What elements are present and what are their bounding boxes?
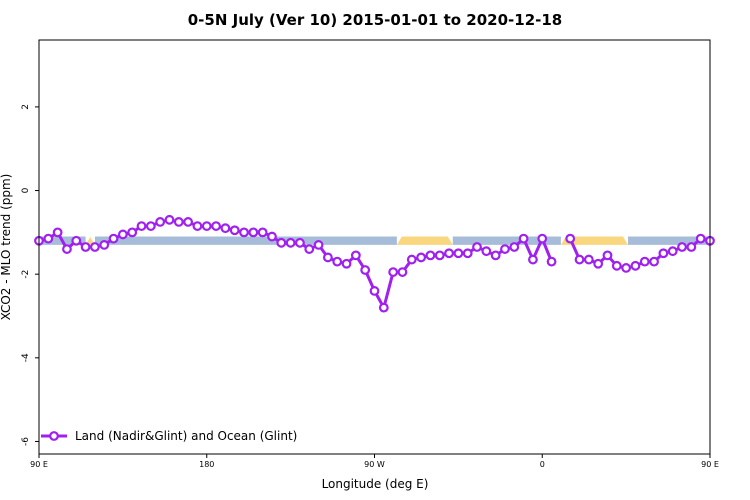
surface-band: [39, 236, 710, 245]
data-point: [621, 263, 632, 273]
data-point: [304, 244, 315, 254]
y-tick-label: 0: [21, 187, 31, 193]
chart-title: 0-5N July (Ver 10) 2015-01-01 to 2020-12…: [188, 11, 562, 29]
plot-frame: [38, 39, 711, 455]
data-point: [248, 227, 259, 238]
data-point: [602, 250, 613, 261]
data-point: [509, 242, 520, 252]
data-point: [220, 223, 231, 234]
band-segment-ocean: [94, 236, 397, 245]
data-point: [136, 221, 147, 231]
data-point: [574, 254, 585, 265]
x-tick-label: 90 E: [30, 460, 48, 469]
data-point: [593, 258, 604, 269]
data-point: [360, 265, 371, 275]
data-point: [80, 242, 91, 252]
data-point: [500, 244, 510, 254]
data-point: [117, 229, 128, 240]
data-point: [528, 254, 538, 265]
data-point: [658, 248, 669, 259]
data-point: [52, 227, 63, 238]
series-line: [38, 218, 553, 310]
data-point: [397, 267, 408, 277]
data-point: [611, 260, 622, 271]
data-point: [416, 252, 426, 263]
data-point: [649, 256, 659, 267]
data-point: [434, 250, 445, 261]
data-point: [192, 221, 203, 231]
data-point: [472, 242, 482, 252]
band-segment-ocean: [452, 236, 561, 245]
data-point: [462, 248, 473, 259]
data-point: [285, 237, 296, 248]
data-point: [313, 240, 324, 250]
data-point: [677, 242, 687, 252]
data-point: [378, 302, 389, 313]
data-point: [295, 237, 305, 248]
data-point: [537, 233, 548, 244]
data-point: [686, 242, 697, 252]
data-point: [350, 250, 361, 261]
data-point: [211, 221, 221, 231]
data-point: [267, 231, 277, 242]
data-point: [43, 233, 54, 244]
data-point: [108, 233, 119, 244]
data-point: [155, 217, 166, 227]
data-point: [518, 233, 529, 244]
data-point: [201, 221, 212, 231]
data-point: [332, 256, 343, 267]
data-point: [695, 233, 706, 244]
series-layer: [34, 214, 715, 313]
y-axis: -6 -4 -2 0 2: [21, 104, 39, 446]
data-point: [481, 246, 492, 257]
x-tick-label: 180: [199, 460, 214, 469]
legend-marker: [49, 431, 59, 441]
x-tick-label: 90 E: [701, 460, 719, 469]
data-point: [630, 260, 641, 271]
data-point: [425, 250, 436, 261]
data-point: [406, 254, 417, 265]
y-tick-label: -6: [21, 437, 31, 446]
data-point: [90, 242, 100, 252]
data-point: [164, 214, 175, 225]
x-tick-label: 90 W: [364, 460, 385, 469]
data-point: [62, 244, 72, 254]
data-point: [71, 235, 82, 246]
data-point: [388, 267, 399, 277]
data-point: [639, 256, 650, 267]
data-point: [490, 250, 501, 261]
data-point: [546, 256, 557, 267]
legend-label: Land (Nadir&Glint) and Ocean (Glint): [75, 429, 297, 443]
data-point: [444, 248, 454, 259]
data-point: [229, 225, 240, 236]
band-segment-land: [396, 236, 453, 245]
x-axis-label: Longitude (deg E): [322, 477, 429, 491]
data-point: [257, 227, 268, 238]
y-axis-label: XCO2 - MLO trend (ppm): [0, 174, 13, 321]
y-tick-label: -2: [21, 270, 31, 279]
data-point: [276, 237, 287, 248]
data-point: [369, 286, 380, 296]
data-point: [583, 254, 594, 265]
data-point: [565, 233, 576, 244]
data-point: [323, 252, 333, 263]
data-point: [341, 258, 352, 269]
x-axis: 90 E 180 90 W 0 90 E: [30, 454, 719, 469]
data-point: [99, 240, 110, 250]
data-point: [453, 248, 464, 259]
data-point: [173, 217, 184, 227]
band-segment-land: [560, 236, 628, 245]
data-point: [127, 227, 138, 238]
legend: Land (Nadir&Glint) and Ocean (Glint): [41, 429, 297, 443]
data-point: [239, 227, 249, 238]
x-tick-label: 0: [540, 460, 545, 469]
y-tick-label: 2: [21, 104, 31, 110]
data-point: [183, 217, 194, 227]
data-point: [667, 246, 678, 257]
data-point: [145, 221, 156, 231]
y-tick-label: -4: [21, 353, 31, 362]
